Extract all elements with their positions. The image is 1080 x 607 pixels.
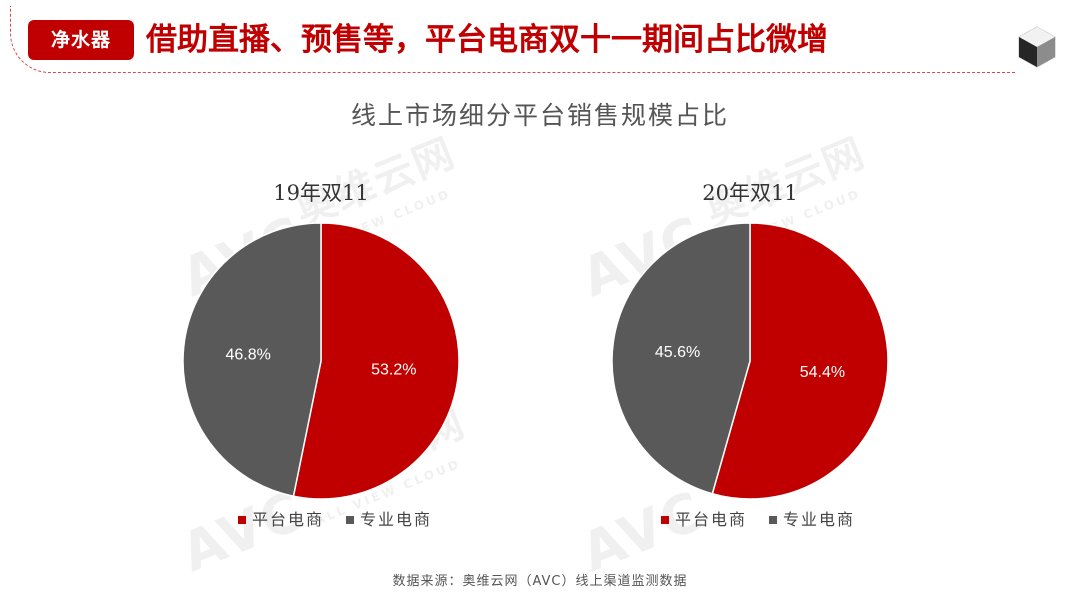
header-divider — [10, 6, 1016, 73]
category-badge: 净水器 — [28, 20, 134, 60]
pie-data-label-2-1: 54.4% — [800, 364, 845, 381]
cube-logo-icon — [1018, 26, 1056, 68]
pie-data-label-1-1: 53.2% — [371, 361, 416, 378]
legend-swatch-2-2 — [769, 516, 777, 524]
pie-title-2: 20年双11 — [702, 181, 797, 205]
legend-label-1-2: 专业电商 — [360, 510, 432, 529]
legend-swatch-1-1 — [238, 516, 246, 524]
pie-data-label-2-2: 45.6% — [655, 344, 700, 361]
pie-slice-1-2 — [182, 222, 322, 498]
legend-swatch-1-2 — [346, 516, 354, 524]
chart-title: 线上市场细分平台销售规模占比 — [350, 101, 729, 130]
pie-title-1: 19年双11 — [273, 181, 368, 205]
pie-slice-2-1 — [711, 222, 889, 500]
legend-swatch-2-1 — [661, 516, 669, 524]
pie-data-label-1-2: 46.8% — [226, 347, 271, 364]
legend-label-2-1: 平台电商 — [675, 510, 747, 529]
legend-label-1-1: 平台电商 — [252, 510, 324, 529]
data-source-note: 数据来源：奥维云网（AVC）线上渠道监测数据 — [392, 574, 688, 589]
page-title: 借助直播、预售等，平台电商双十一期间占比微增 — [146, 22, 828, 58]
legend-label-2-2: 专业电商 — [783, 510, 855, 529]
pie-slice-1-1 — [292, 222, 460, 500]
pie-slice-2-2 — [611, 222, 751, 495]
